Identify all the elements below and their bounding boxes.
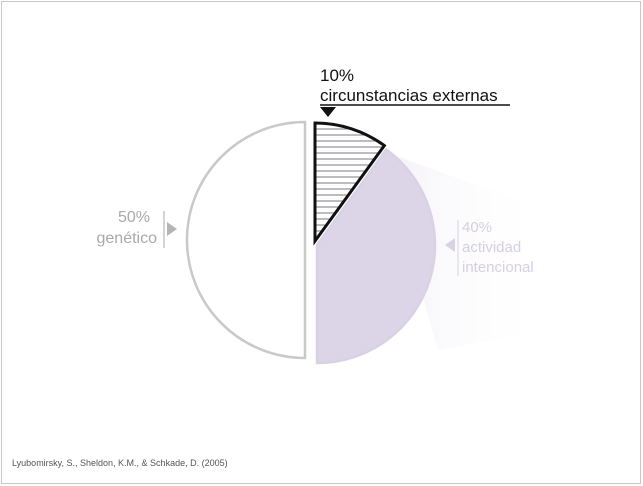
pointer-left-icon [445, 238, 455, 252]
slice-label-intencional: intencional [462, 259, 534, 276]
pie-slice-circunstancias-externas [313, 121, 387, 246]
pie-slice-actividad-intencional [315, 147, 437, 365]
slice-label-pct-circunstancias: 10% [320, 66, 354, 85]
slice-label-pct-actividad: 40% [462, 219, 492, 236]
slice-label-genetico: genético [97, 230, 158, 247]
slice-label-actividad: actividad [462, 239, 521, 256]
citation: Lyubomirsky, S., Sheldon, K.M., & Schkad… [12, 458, 228, 468]
slice-label-circunstancias: circunstancias externas [320, 86, 498, 105]
pointer-right-icon [167, 222, 177, 236]
slice-label-pct-genetico: 50% [118, 209, 150, 226]
pie-slice-genetico [185, 120, 307, 360]
pointer-down-icon [320, 107, 336, 117]
